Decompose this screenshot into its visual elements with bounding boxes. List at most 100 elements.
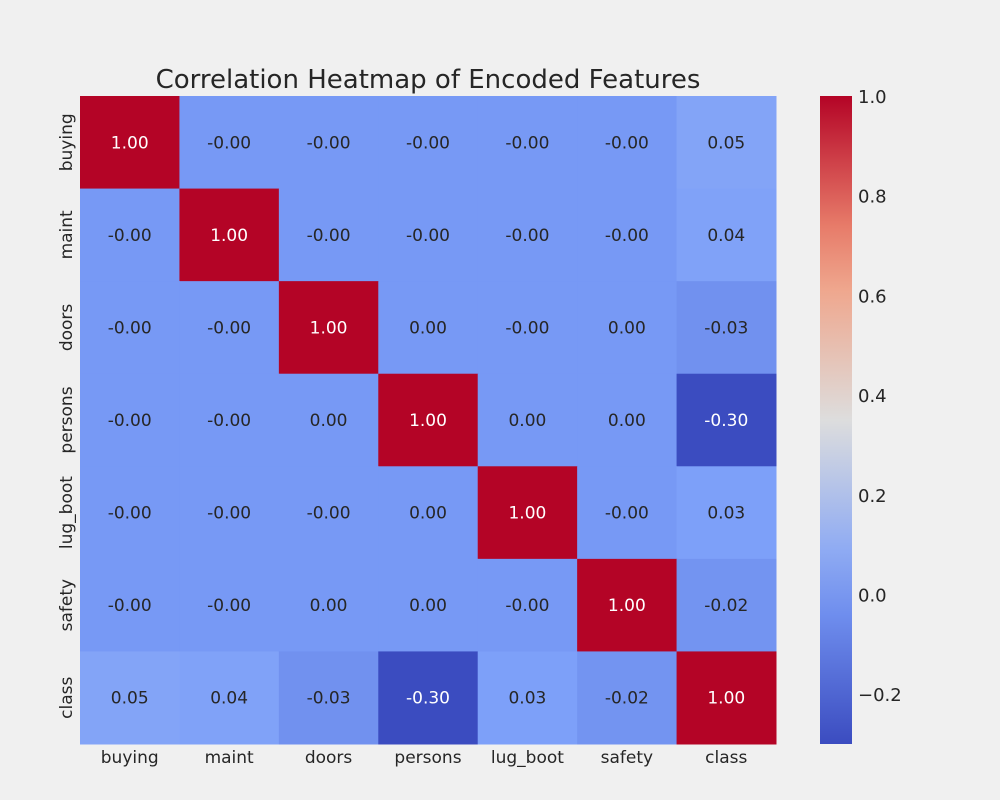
colorbar-tick-label: 1.0 bbox=[858, 87, 887, 108]
cell-value-label: 0.00 bbox=[409, 318, 447, 338]
heatmap-cell bbox=[179, 188, 280, 282]
y-tick-label: persons bbox=[57, 386, 77, 453]
cell-value-label: 1.00 bbox=[707, 689, 745, 709]
cell-value-label: 1.00 bbox=[310, 318, 348, 338]
x-tick-label: buying bbox=[101, 748, 159, 768]
heatmap-cells: 1.00 -0.00 -0.00 -0.00 -0.00 -0.00 0.05 -0.00 1.… bbox=[80, 96, 777, 745]
x-tick-label: maint bbox=[205, 748, 254, 768]
cell-value-label: 0.03 bbox=[508, 689, 546, 709]
heatmap-cell bbox=[577, 558, 678, 652]
colorbar-tick-label: 0.4 bbox=[858, 386, 887, 407]
cell-value-label: 0.00 bbox=[409, 504, 447, 524]
heatmap-cell bbox=[80, 281, 180, 375]
cell-value-label: -0.00 bbox=[406, 133, 450, 153]
colorbar-tick-label: 0.6 bbox=[858, 286, 887, 307]
y-tick-label: buying bbox=[57, 113, 77, 171]
heatmap-cell bbox=[477, 558, 578, 652]
heatmap-cell bbox=[378, 466, 479, 560]
heatmap-cell bbox=[80, 466, 180, 560]
cell-value-label: -0.03 bbox=[307, 689, 351, 709]
cell-value-label: 0.00 bbox=[409, 596, 447, 616]
heatmap-cell bbox=[577, 96, 678, 190]
cell-value-label: -0.00 bbox=[605, 504, 649, 524]
cell-value-label: 0.00 bbox=[608, 411, 646, 431]
cell-value-label: 1.00 bbox=[608, 596, 646, 616]
heatmap-cell bbox=[378, 281, 479, 375]
cell-value-label: -0.00 bbox=[207, 504, 251, 524]
heatmap-cell bbox=[278, 558, 379, 652]
heatmap-cell bbox=[378, 373, 479, 467]
cell-value-label: -0.02 bbox=[605, 689, 649, 709]
heatmap-cell bbox=[179, 466, 280, 560]
cell-value-label: -0.00 bbox=[207, 318, 251, 338]
heatmap-cell bbox=[278, 281, 379, 375]
heatmap-cell bbox=[179, 651, 280, 745]
cell-value-label: -0.30 bbox=[704, 411, 748, 431]
heatmap-cell bbox=[378, 188, 479, 282]
cell-value-label: 0.05 bbox=[111, 689, 149, 709]
y-tick-label: doors bbox=[57, 304, 77, 352]
heatmap-cell bbox=[179, 373, 280, 467]
heatmap-cell bbox=[80, 651, 180, 745]
heatmap-cell bbox=[179, 281, 280, 375]
cell-value-label: 1.00 bbox=[111, 133, 149, 153]
cell-value-label: 0.04 bbox=[210, 689, 248, 709]
colorbar bbox=[820, 96, 852, 744]
cell-value-label: 0.00 bbox=[508, 411, 546, 431]
heatmap-cell bbox=[477, 373, 578, 467]
cell-value-label: 1.00 bbox=[409, 411, 447, 431]
cell-value-label: -0.00 bbox=[108, 318, 152, 338]
heatmap-cell bbox=[477, 281, 578, 375]
x-tick-labels: buying maint doors persons lug_boot safety cla… bbox=[101, 748, 748, 768]
cell-value-label: -0.00 bbox=[307, 504, 351, 524]
cell-value-label: -0.00 bbox=[108, 226, 152, 246]
cell-value-label: 0.00 bbox=[310, 596, 348, 616]
heatmap-cell bbox=[278, 651, 379, 745]
x-tick-label: class bbox=[705, 748, 747, 768]
cell-value-label: 0.00 bbox=[310, 411, 348, 431]
heatmap-cell bbox=[80, 96, 180, 190]
cell-value-label: -0.00 bbox=[406, 226, 450, 246]
y-tick-label: class bbox=[57, 676, 77, 718]
heatmap-cell bbox=[278, 373, 379, 467]
y-tick-label: safety bbox=[57, 579, 77, 631]
heatmap-cell bbox=[80, 373, 180, 467]
heatmap-cell bbox=[278, 466, 379, 560]
heatmap-cell bbox=[378, 651, 479, 745]
cell-value-label: -0.30 bbox=[406, 689, 450, 709]
cell-value-label: 0.05 bbox=[707, 133, 745, 153]
x-tick-label: safety bbox=[601, 748, 653, 768]
heatmap-cell bbox=[577, 281, 678, 375]
heatmap-cell bbox=[577, 188, 678, 282]
cell-value-label: -0.00 bbox=[505, 318, 549, 338]
chart-title: Correlation Heatmap of Encoded Features bbox=[156, 65, 701, 95]
heatmap-cell bbox=[676, 96, 777, 190]
heatmap-cell bbox=[676, 558, 777, 652]
heatmap-cell bbox=[577, 373, 678, 467]
x-tick-label: doors bbox=[305, 748, 353, 768]
heatmap-cell bbox=[676, 466, 777, 560]
heatmap-cell bbox=[179, 558, 280, 652]
cell-value-label: -0.00 bbox=[207, 133, 251, 153]
heatmap-cell bbox=[80, 558, 180, 652]
cell-value-label: -0.00 bbox=[505, 596, 549, 616]
colorbar-tick-label: −0.2 bbox=[858, 685, 902, 706]
cell-value-label: -0.02 bbox=[704, 596, 748, 616]
heatmap-cell bbox=[676, 373, 777, 467]
cell-value-label: -0.00 bbox=[505, 226, 549, 246]
heatmap-cell bbox=[80, 188, 180, 282]
heatmap-cell bbox=[577, 466, 678, 560]
cell-value-label: -0.03 bbox=[704, 318, 748, 338]
y-tick-label: maint bbox=[57, 210, 77, 259]
x-tick-label: lug_boot bbox=[491, 748, 564, 768]
heatmap-cell bbox=[676, 188, 777, 282]
cell-value-label: -0.00 bbox=[207, 596, 251, 616]
cell-value-label: 1.00 bbox=[508, 504, 546, 524]
cell-value-label: -0.00 bbox=[505, 133, 549, 153]
y-tick-label: lug_boot bbox=[57, 476, 77, 549]
heatmap-cell bbox=[477, 466, 578, 560]
colorbar-tick-label: 0.0 bbox=[858, 585, 887, 606]
colorbar-tick-label: 0.2 bbox=[858, 486, 887, 507]
